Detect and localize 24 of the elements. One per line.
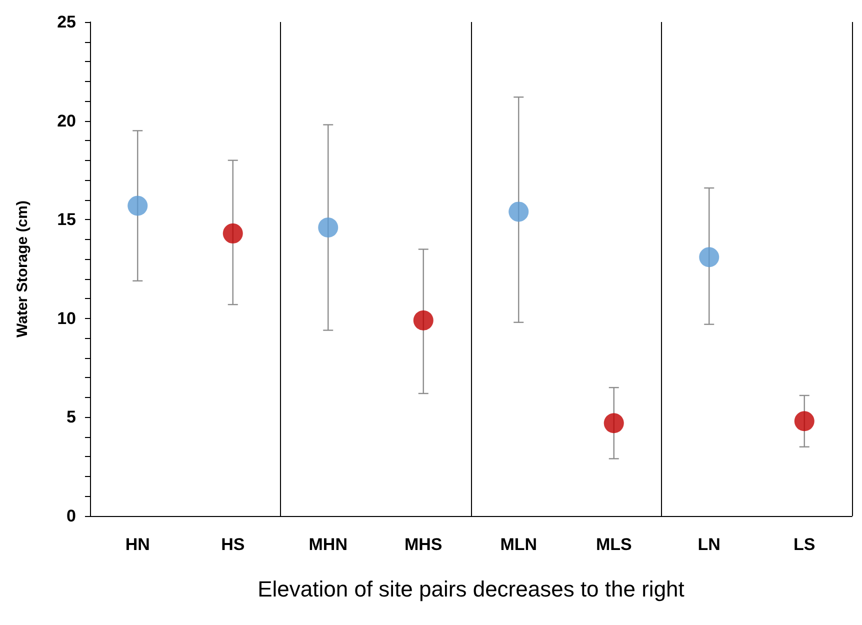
x-tick-label: LN [698, 535, 720, 554]
x-tick-label: LS [794, 535, 816, 554]
point [699, 247, 720, 268]
y-tick-label: 15 [57, 210, 76, 230]
y-tick-label: 10 [57, 308, 76, 328]
y-tick-label: 0 [66, 506, 76, 526]
x-tick-label: HN [125, 535, 150, 554]
point [318, 218, 338, 238]
y-tick-label: 20 [57, 111, 76, 130]
x-tick-label: MLN [500, 535, 538, 554]
point [604, 413, 624, 434]
x-tick-label: MHS [404, 535, 442, 554]
point [128, 196, 148, 216]
y-axis-title: Water Storage (cm) [14, 200, 31, 338]
point [413, 310, 434, 330]
point [794, 411, 814, 432]
point [508, 202, 529, 222]
x-axis-title: Elevation of site pairs decreases to the right [258, 576, 684, 602]
y-tick-label: 25 [57, 12, 76, 32]
x-tick-label: MLS [596, 535, 632, 554]
x-tick-label: MHN [308, 535, 348, 554]
y-tick-label: 5 [66, 408, 76, 427]
x-tick-label: HS [221, 535, 245, 554]
point [222, 223, 243, 244]
